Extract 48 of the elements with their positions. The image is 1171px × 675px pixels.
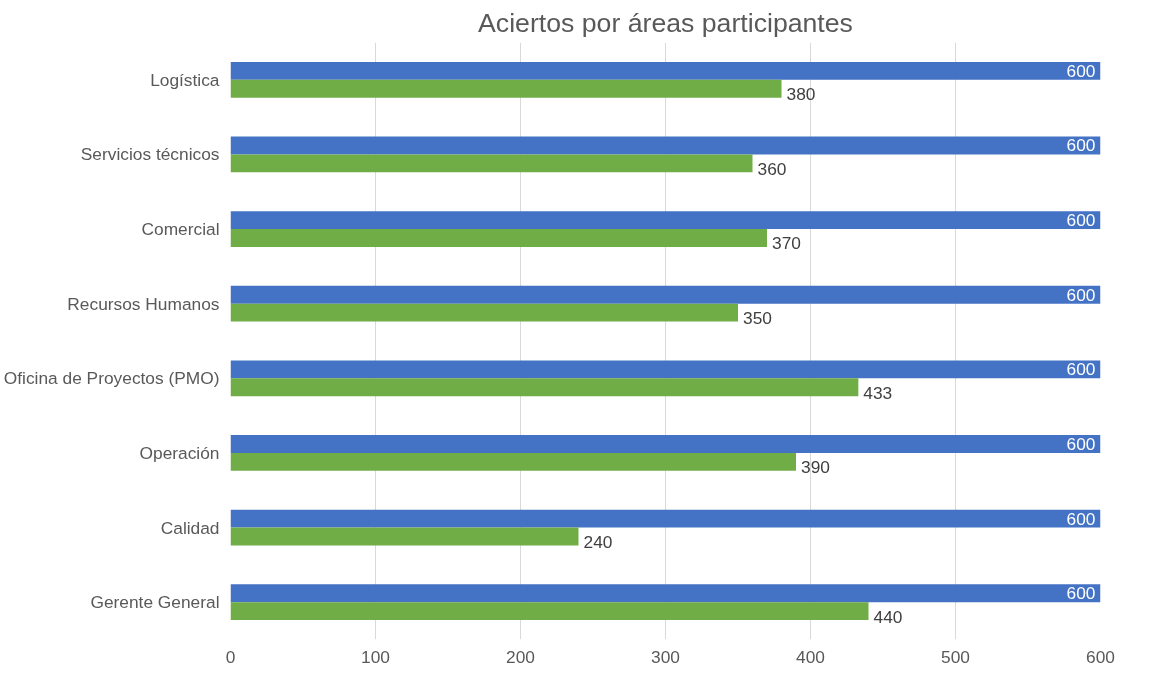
- data-label: 600: [1066, 284, 1096, 305]
- bar: [230, 602, 869, 621]
- bar: [230, 527, 579, 546]
- bar: [230, 136, 1101, 155]
- x-tick-label: 600: [1086, 646, 1115, 667]
- bar: [230, 229, 767, 247]
- data-label: 600: [1066, 359, 1096, 380]
- bar: [230, 452, 796, 471]
- y-tick-label: Calidad: [160, 517, 220, 538]
- data-label: 600: [1066, 508, 1096, 529]
- bar: [230, 285, 1101, 304]
- bar: [230, 435, 1101, 453]
- data-label: 433: [863, 382, 893, 403]
- y-tick-label: Recursos Humanos: [67, 293, 220, 314]
- x-tick-label: 200: [506, 646, 535, 667]
- bar: [230, 378, 859, 397]
- bar: [230, 79, 782, 98]
- data-label: 600: [1066, 135, 1096, 156]
- y-tick-label: Operación: [139, 442, 220, 463]
- bar: [230, 211, 1101, 230]
- y-tick-label: Servicios técnicos: [80, 144, 220, 165]
- x-tick-label: 0: [225, 646, 236, 667]
- data-label: 390: [801, 457, 830, 478]
- data-label: 600: [1066, 583, 1096, 604]
- bar: [230, 509, 1101, 528]
- chart-title: Aciertos por áreas participantes: [478, 7, 853, 38]
- data-label: 600: [1066, 433, 1096, 454]
- data-label: 240: [583, 531, 613, 552]
- data-label: 360: [757, 158, 787, 179]
- data-label: 600: [1066, 210, 1096, 231]
- data-label: 600: [1066, 60, 1096, 81]
- bar: [230, 303, 738, 322]
- bar: [230, 360, 1101, 379]
- x-tick-label: 400: [796, 646, 825, 667]
- bar: [230, 584, 1101, 603]
- y-tick-label: Logística: [150, 69, 220, 90]
- x-tick-label: 300: [651, 646, 680, 667]
- bar: [230, 61, 1101, 80]
- bar: [230, 154, 753, 173]
- y-tick-label: Oficina de Proyectos (PMO): [3, 368, 220, 389]
- data-label: 350: [743, 308, 772, 329]
- x-tick-label: 100: [361, 646, 390, 667]
- x-tick-label: 500: [941, 646, 970, 667]
- data-label: 380: [786, 84, 816, 105]
- data-label: 370: [772, 233, 801, 254]
- y-tick-label: Gerente General: [90, 592, 220, 613]
- y-tick-label: Comercial: [141, 219, 220, 240]
- data-label: 440: [873, 606, 903, 627]
